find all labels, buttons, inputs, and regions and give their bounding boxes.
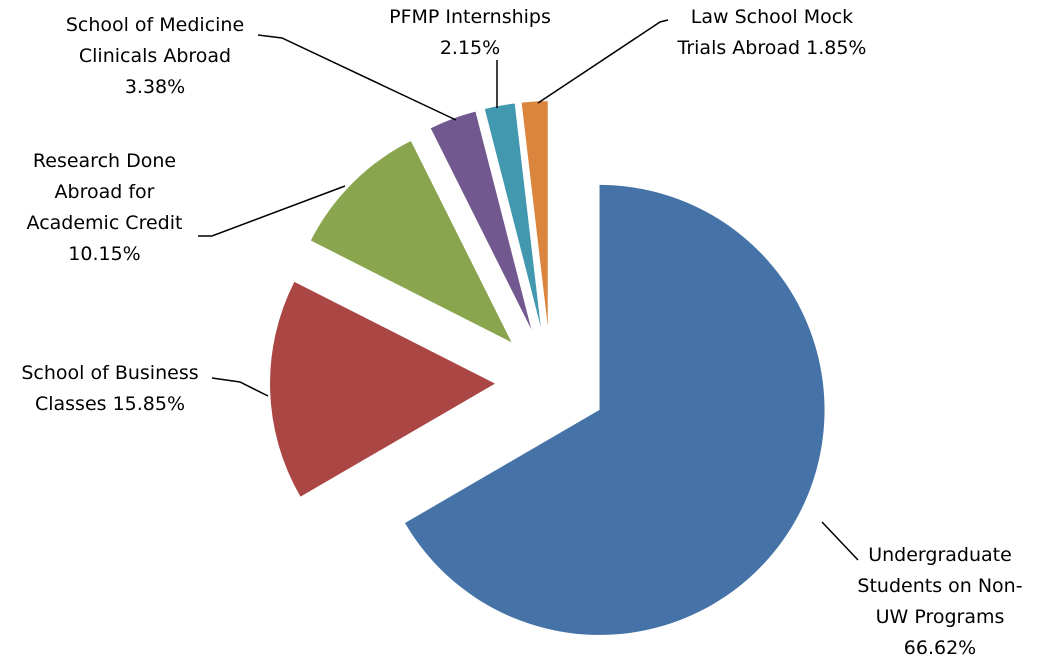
category-label: School of Business Classes xyxy=(21,362,199,415)
category-label: Law School Mock Trials Abroad xyxy=(677,6,854,59)
leader-line xyxy=(211,377,269,397)
category-label: PFMP Internships xyxy=(389,6,551,28)
leader-line xyxy=(537,19,669,104)
value-label: 15.85% xyxy=(112,393,186,415)
value-label: 66.62% xyxy=(903,637,977,659)
pie-slice xyxy=(405,184,825,635)
slice-label: Law School Mock Trials Abroad 1.85% xyxy=(672,2,872,64)
pie-slice xyxy=(484,103,541,327)
slice-label: Research Done Abroad for Academic Credit… xyxy=(12,146,197,270)
leader-line xyxy=(198,185,346,237)
value-label: 10.15% xyxy=(68,243,141,265)
category-label: Undergraduate Students on Non-UW Program… xyxy=(857,544,1023,628)
category-label: Research Done Abroad for Academic Credit xyxy=(26,150,183,234)
leader-line xyxy=(257,34,457,121)
category-label: School of Medicine Clinicals Abroad xyxy=(65,14,245,67)
value-label: 3.38% xyxy=(124,76,186,98)
pie-slice xyxy=(270,281,496,497)
slice-label: Undergraduate Students on Non-UW Program… xyxy=(850,540,1030,664)
slice-label: PFMP Internships 2.15% xyxy=(370,2,570,64)
slice-label: School of Medicine Clinicals Abroad 3.38… xyxy=(55,10,255,103)
slice-label: School of Business Classes 15.85% xyxy=(5,358,215,420)
pie-slice xyxy=(310,141,512,343)
value-label: 2.15% xyxy=(439,37,501,59)
pie-slice xyxy=(430,111,532,330)
pie-slice xyxy=(521,101,548,327)
value-label: 1.85% xyxy=(806,37,867,59)
leader-line xyxy=(821,521,859,561)
